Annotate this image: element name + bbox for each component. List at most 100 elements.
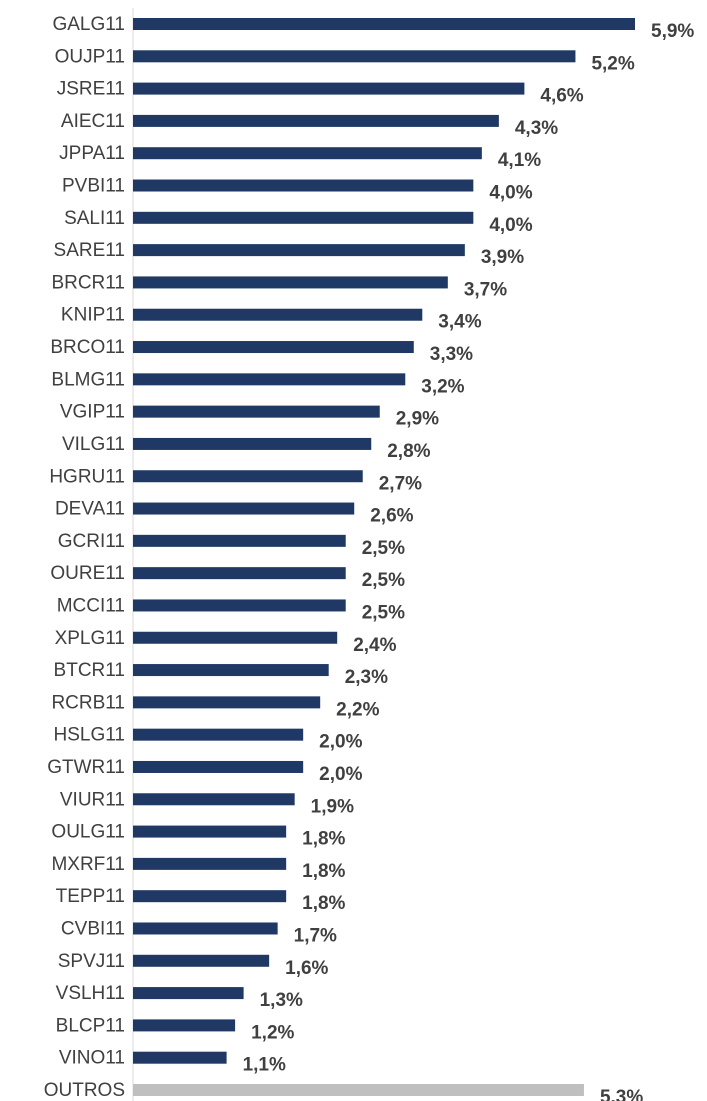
- value-label: 4,6%: [540, 86, 583, 107]
- category-label: BTCR11: [54, 660, 125, 681]
- bar: [133, 696, 321, 709]
- value-label: 1,8%: [302, 861, 345, 882]
- value-label: 2,4%: [353, 635, 396, 656]
- value-label: 1,1%: [243, 1055, 286, 1076]
- category-label: RCRB11: [51, 692, 125, 713]
- category-label: CVBI11: [61, 919, 125, 940]
- bar: [133, 954, 270, 967]
- bar: [133, 147, 482, 160]
- bar: [133, 373, 406, 386]
- category-label: VGIP11: [60, 402, 125, 423]
- category-label: MCCI11: [57, 595, 125, 616]
- value-label: 4,3%: [515, 118, 558, 139]
- value-label: 3,7%: [464, 279, 507, 300]
- category-label: JPPA11: [59, 143, 125, 164]
- value-label: 1,6%: [285, 958, 328, 979]
- value-label: 1,9%: [311, 796, 354, 817]
- value-label: 1,8%: [302, 893, 345, 914]
- bar: [133, 308, 423, 321]
- value-label: 4,0%: [489, 183, 532, 204]
- value-label: 4,0%: [489, 215, 532, 236]
- category-label: BLCP11: [56, 1015, 125, 1036]
- bar: [133, 567, 346, 580]
- bar: [133, 82, 525, 95]
- bar: [133, 114, 499, 127]
- category-label: OURE11: [50, 563, 125, 584]
- value-label: 2,3%: [345, 667, 388, 688]
- value-label: 2,5%: [362, 602, 405, 623]
- value-label: 2,7%: [379, 473, 422, 494]
- value-label: 3,9%: [481, 247, 524, 268]
- value-label: 2,5%: [362, 538, 405, 559]
- bar: [133, 922, 278, 935]
- value-label: 2,2%: [336, 699, 379, 720]
- bar: [133, 857, 287, 870]
- bar: [133, 341, 414, 354]
- value-label: 4,1%: [498, 150, 541, 171]
- category-label: SARE11: [54, 240, 125, 261]
- category-label: VILG11: [62, 434, 125, 455]
- bar: [133, 437, 372, 450]
- category-label: HGRU11: [49, 466, 125, 487]
- category-label: GTWR11: [47, 757, 125, 778]
- bar: [133, 631, 338, 644]
- category-label: HSLG11: [54, 725, 125, 746]
- category-label: VINO11: [59, 1048, 125, 1069]
- value-label: 2,0%: [319, 732, 362, 753]
- bar: [133, 276, 448, 289]
- bar: [133, 211, 474, 224]
- category-label: MXRF11: [51, 854, 125, 875]
- bar: [133, 244, 465, 257]
- value-label: 5,3%: [600, 1087, 643, 1101]
- category-label: OULG11: [51, 822, 125, 843]
- category-label: GALG11: [52, 14, 125, 35]
- bar: [133, 470, 363, 483]
- category-label: SPVJ11: [58, 951, 125, 972]
- category-label: AIEC11: [61, 111, 125, 132]
- category-label: VIUR11: [60, 789, 125, 810]
- bar: [133, 599, 346, 612]
- category-label: PVBI11: [62, 176, 125, 197]
- category-label: TEPP11: [56, 886, 125, 907]
- bar: [133, 1019, 236, 1032]
- bar: [133, 728, 304, 741]
- bar: [133, 50, 576, 63]
- value-label: 3,2%: [421, 376, 464, 397]
- bar: [133, 890, 287, 903]
- value-label: 1,8%: [302, 829, 345, 850]
- bar: [133, 534, 346, 547]
- value-label: 3,4%: [438, 312, 481, 333]
- category-label: DEVA11: [55, 499, 125, 520]
- bar: [133, 987, 244, 1000]
- value-label: 1,7%: [294, 926, 337, 947]
- bar: [133, 664, 329, 677]
- value-label: 3,3%: [430, 344, 473, 365]
- category-label: OUJP11: [55, 46, 125, 67]
- value-label: 2,9%: [396, 409, 439, 430]
- category-label: OUTROS: [44, 1080, 125, 1101]
- category-label: JSRE11: [57, 79, 125, 100]
- value-label: 5,2%: [591, 53, 634, 74]
- value-label: 2,6%: [370, 506, 413, 527]
- bar: [133, 760, 304, 773]
- bar: [133, 1084, 584, 1096]
- category-label: BLMG11: [51, 369, 125, 390]
- category-label: BRCO11: [50, 337, 125, 358]
- bar: [133, 179, 474, 192]
- category-label: GCRI11: [58, 531, 125, 552]
- bar: [133, 825, 287, 838]
- bar: [133, 405, 380, 418]
- value-label: 2,8%: [387, 441, 430, 462]
- value-label: 2,0%: [319, 764, 362, 785]
- category-label: SALI11: [64, 208, 125, 229]
- bar: [133, 18, 635, 30]
- bar: [133, 793, 295, 806]
- category-label: KNIP11: [61, 305, 125, 326]
- category-label: BRCR11: [51, 272, 125, 293]
- value-label: 1,2%: [251, 1022, 294, 1043]
- bar: [133, 1051, 227, 1064]
- value-label: 5,9%: [651, 21, 694, 42]
- bar: [133, 502, 355, 515]
- value-label: 1,3%: [260, 990, 303, 1011]
